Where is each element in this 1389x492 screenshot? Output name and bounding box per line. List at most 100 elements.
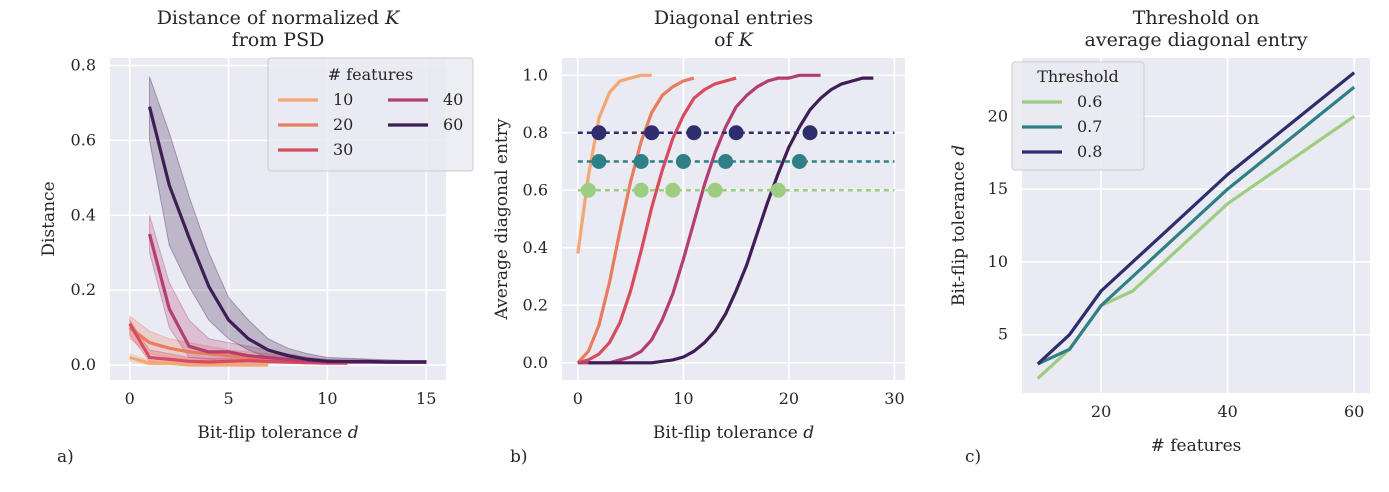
x-axis-label-text: # features	[1151, 436, 1242, 456]
series-line-60	[147, 106, 427, 364]
legend-label-30: 30	[333, 140, 353, 159]
y-tick-label: 0.4	[71, 205, 96, 224]
y-tick-label: 0.2	[71, 280, 96, 299]
y-tick-label: 0.6	[71, 130, 96, 149]
chart-title-line-2: of K	[714, 29, 755, 51]
title-line-1: Threshold on	[1133, 7, 1260, 29]
threshold-point-0.7	[591, 154, 607, 169]
series-line-0.7	[1037, 85, 1356, 366]
title-line-1: Diagonal entries	[654, 7, 813, 29]
x-tick-label: 30	[884, 389, 904, 408]
chart-title-line-2: from PSD	[232, 29, 325, 51]
x-tick-label: 5	[223, 389, 233, 408]
plot-marks	[1036, 71, 1356, 380]
legend-label-60: 60	[443, 115, 463, 134]
x-tick-label: 15	[416, 389, 436, 408]
x-tick-label: 40	[1217, 402, 1237, 421]
x-axis-label-text: Bit-flip tolerance	[653, 423, 803, 443]
panel-a: 0 5 10 15 0.0 0.2 0.4 0.6 0.8 Distance of normali…	[39, 7, 474, 467]
threshold-point-0.6	[665, 182, 681, 198]
x-axis-label: Bit-flip tolerance d	[653, 423, 814, 443]
chart-title-line-2: average diagonal entry	[1085, 29, 1308, 51]
panel-b: 0 10 20 30 0.0 0.2 0.4 0.6 0.8 1.0 Diagonal entrie…	[492, 7, 905, 467]
x-axis-label-symbol: d	[803, 423, 814, 443]
threshold-point-0.8	[591, 125, 607, 141]
threshold-point-0.6	[707, 182, 723, 198]
x-tick-label: 0	[573, 389, 583, 408]
plot-marks	[128, 76, 427, 367]
legend: # features 10 20 30 40 60	[267, 57, 474, 172]
threshold-point-0.8	[686, 125, 702, 141]
legend-label-0.7: 0.7	[1077, 117, 1102, 136]
threshold-point-0.7	[675, 154, 691, 169]
y-axis-label-text: Average diagonal entry	[492, 118, 512, 320]
y-axis-label-symbol: d	[949, 145, 969, 156]
threshold-point-0.6	[633, 182, 649, 198]
threshold-point-0.7	[633, 154, 649, 169]
y-tick-label: 0.2	[523, 295, 548, 314]
plot-marks	[576, 73, 895, 365]
legend-label-0.6: 0.6	[1077, 92, 1102, 111]
x-tick-label: 10	[317, 389, 337, 408]
threshold-point-0.7	[718, 154, 734, 169]
legend-box	[267, 57, 474, 172]
title-line-1: Distance of normalized	[157, 7, 385, 29]
y-tick-label: 0.8	[523, 123, 548, 142]
title-symbol: K	[384, 7, 401, 29]
y-tick-label: 0.0	[71, 355, 96, 374]
threshold-point-0.8	[802, 125, 818, 141]
legend-label-10: 10	[333, 90, 353, 109]
y-tick-label: 0.6	[523, 180, 548, 199]
y-tick-label: 10	[988, 252, 1008, 271]
y-tick-label: 15	[988, 179, 1008, 198]
curve-10	[576, 73, 652, 254]
x-axis-label: # features	[1151, 436, 1242, 456]
legend-box	[1011, 61, 1145, 171]
title-line-2: of	[714, 29, 739, 51]
panel-label: c)	[965, 447, 981, 467]
threshold-point-0.6	[580, 182, 596, 198]
legend-label-0.8: 0.8	[1077, 142, 1102, 161]
panel-label: a)	[57, 447, 74, 467]
y-axis-label: Bit-flip tolerance d	[949, 145, 969, 306]
y-tick-label: 5	[998, 325, 1008, 344]
threshold-point-0.6	[770, 182, 786, 198]
legend: Threshold 0.6 0.7 0.8	[1011, 61, 1145, 171]
y-axis-label-text: Distance	[39, 181, 59, 256]
threshold-point-0.8	[728, 125, 744, 141]
y-axis-label-text: Bit-flip tolerance	[949, 156, 969, 306]
y-tick-label: 0.4	[523, 238, 548, 257]
x-tick-label: 60	[1344, 402, 1364, 421]
curve-30	[577, 76, 737, 365]
series-line-10	[129, 355, 269, 367]
chart-title: Threshold on	[1133, 7, 1260, 29]
title-symbol: K	[738, 29, 755, 51]
legend-label-40: 40	[443, 90, 463, 109]
title-line-2: average diagonal entry	[1085, 29, 1308, 51]
legend-label-20: 20	[333, 115, 353, 134]
x-tick-label: 20	[1091, 402, 1111, 421]
y-tick-label: 1.0	[523, 65, 548, 84]
y-tick-label: 0.8	[71, 55, 96, 74]
x-tick-label: 0	[125, 389, 135, 408]
x-tick-label: 10	[673, 389, 693, 408]
x-tick-label: 20	[779, 389, 799, 408]
legend-title: # features	[328, 65, 413, 84]
threshold-point-0.7	[791, 154, 807, 169]
series-line-0.8	[1036, 71, 1356, 366]
chart-title: Distance of normalized K	[157, 7, 401, 29]
curve-60	[588, 76, 874, 365]
y-axis-label: Average diagonal entry	[492, 118, 512, 320]
threshold-point-0.8	[644, 125, 660, 141]
x-axis-label: Bit-flip tolerance d	[197, 423, 358, 443]
y-tick-label: 20	[988, 106, 1008, 125]
y-tick-label: 0.0	[523, 353, 548, 372]
legend-title: Threshold	[1037, 67, 1119, 86]
x-axis-label-symbol: d	[348, 423, 359, 443]
x-axis-label-text: Bit-flip tolerance	[197, 423, 347, 443]
title-line-2: from PSD	[232, 29, 325, 51]
curve-40	[577, 73, 821, 365]
y-axis-label: Distance	[39, 181, 59, 256]
